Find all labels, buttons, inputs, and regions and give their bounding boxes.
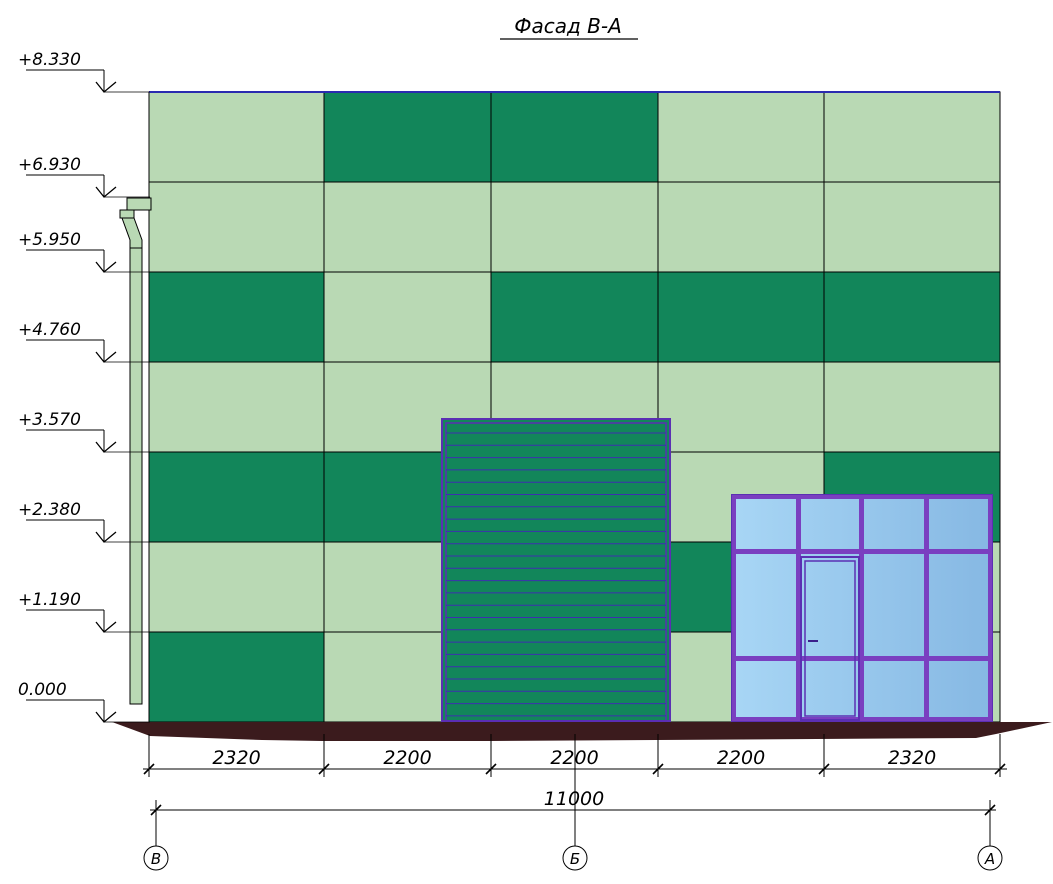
level-mark: +4.760 [18, 320, 150, 363]
level-label: +6.930 [18, 155, 81, 175]
level-mark: +6.930 [18, 155, 150, 198]
facade-panel [657, 91, 825, 183]
funnel [119, 209, 135, 219]
facade-panel [657, 271, 825, 363]
level-mark: +1.190 [18, 590, 150, 633]
entrance-door-inner [804, 560, 856, 717]
axis-bubble: Б [562, 845, 588, 871]
facade-panel [148, 181, 325, 273]
level-label: +8.330 [18, 50, 81, 70]
level-label: +3.570 [18, 410, 81, 430]
facade-panel [490, 271, 659, 363]
level-mark: +3.570 [18, 410, 150, 453]
axis-bubble: А [977, 845, 1003, 871]
level-label: 0.000 [18, 680, 67, 700]
facade-panel [490, 181, 659, 273]
entrance-door [800, 556, 860, 721]
level-mark: +5.950 [18, 230, 150, 273]
ground-line [112, 722, 1052, 741]
level-label: +5.950 [18, 230, 81, 250]
drawing-title: Фасад В-А [514, 14, 622, 38]
facade-panel [148, 451, 325, 543]
axis-label: В [151, 850, 161, 868]
sectional-door [441, 418, 671, 722]
level-label: +4.760 [18, 320, 81, 340]
door-slats [446, 432, 666, 717]
facade-panel [823, 361, 1001, 453]
facade-panel [148, 91, 325, 183]
mullion [732, 656, 992, 661]
facade-panel [823, 271, 1001, 363]
facade-panel [823, 181, 1001, 273]
level-mark: +8.330 [18, 50, 150, 93]
axis-bubble: В [143, 845, 169, 871]
level-mark: 0.000 [18, 680, 150, 723]
facade-panel [323, 271, 492, 363]
bay-dimension: 2320 [888, 747, 936, 769]
downpipe-body [129, 247, 143, 705]
door-frame [441, 418, 671, 722]
glazed-entrance [731, 494, 993, 722]
level-mark: +2.380 [18, 500, 150, 543]
facade-panel [148, 271, 325, 363]
facade-panel [657, 361, 825, 453]
bay-dimension: 2200 [383, 747, 431, 769]
mullion [859, 495, 864, 721]
axis-label: Б [570, 850, 580, 868]
facade-panel [490, 91, 659, 183]
mullions [732, 495, 992, 721]
mullion [988, 495, 992, 721]
level-marks: +8.330 +6.930 +5.950 +4.760 +3.570 +2.380 +1.1… [18, 50, 150, 723]
facade-panel [148, 541, 325, 633]
facade-panel [323, 91, 492, 183]
mullion [924, 495, 929, 721]
bay-dimension: 2200 [717, 747, 765, 769]
facade-panel [323, 181, 492, 273]
downpipe [119, 197, 152, 705]
total-dimension: 11000 [544, 788, 604, 810]
mullion [732, 495, 992, 499]
mullion [732, 717, 992, 721]
mullion [732, 549, 992, 554]
facade-panel [657, 181, 825, 273]
facade-panel [823, 91, 1001, 183]
gutter-outlet [126, 197, 152, 211]
facade-panel [148, 631, 325, 723]
level-label: +1.190 [18, 590, 81, 610]
mullion [796, 495, 801, 721]
bay-dimension: 2320 [212, 747, 260, 769]
facade-panel [148, 361, 325, 453]
axis-label: А [984, 850, 995, 868]
pipe-offset [121, 217, 143, 249]
door-frame-inner [445, 422, 667, 722]
mullion [732, 495, 736, 721]
level-label: +2.380 [18, 500, 81, 520]
